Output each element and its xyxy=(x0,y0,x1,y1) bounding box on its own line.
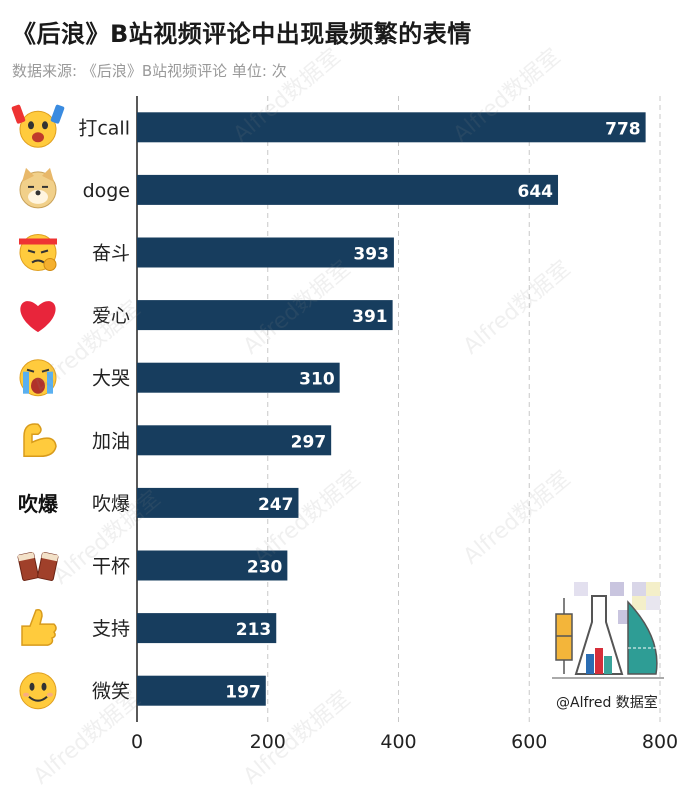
chuibao-emoji-text: 吹爆 xyxy=(18,492,59,516)
bar-value-label: 247 xyxy=(258,495,294,515)
bar-value-label: 778 xyxy=(605,119,641,139)
heart-emoji-icon xyxy=(20,301,56,333)
bar xyxy=(137,237,394,268)
category-label: 吹爆 xyxy=(92,493,130,515)
logo-text: @Alfred 数据室 xyxy=(556,695,658,711)
x-tick-label: 200 xyxy=(250,731,286,753)
chart-title: 《后浪》B站视频评论中出现最频繁的表情 xyxy=(12,20,472,48)
x-tick-label: 0 xyxy=(131,731,143,753)
bar xyxy=(137,487,299,518)
bar xyxy=(137,550,288,581)
category-label: 奋斗 xyxy=(92,243,130,265)
category-label: 加油 xyxy=(92,430,130,452)
bar xyxy=(137,362,340,393)
bar-value-label: 644 xyxy=(518,182,554,202)
x-tick-label: 800 xyxy=(642,731,678,753)
category-label: 打call xyxy=(78,117,130,139)
chart-subtitle: 数据来源: 《后浪》B站视频评论 单位: 次 xyxy=(12,62,287,80)
bar xyxy=(137,300,393,331)
category-label: 微笑 xyxy=(92,681,130,703)
chuibao-emoji-icon: 吹爆 xyxy=(18,492,59,516)
bar-value-label: 393 xyxy=(353,245,389,265)
bar xyxy=(137,174,559,205)
smile-emoji-icon xyxy=(19,672,57,710)
bar-value-label: 297 xyxy=(291,432,327,452)
label-layer: 778 打call 644 doge 393 奋斗 391 爱心 310 大哭 297 加油 247 吹爆… xyxy=(78,117,640,702)
bar-value-label: 197 xyxy=(225,683,261,703)
category-label: 爱心 xyxy=(92,305,130,327)
bar-value-label: 213 xyxy=(236,620,272,640)
bar xyxy=(137,675,266,706)
bar-value-label: 310 xyxy=(299,370,335,390)
fighting-emoji-icon xyxy=(19,234,57,271)
call-emoji-icon xyxy=(11,104,65,148)
x-tick-label: 600 xyxy=(511,731,547,753)
thumbs-up-emoji-icon xyxy=(21,608,57,646)
emoji-layer: 吹爆 xyxy=(11,104,65,710)
category-label: 支持 xyxy=(92,618,130,640)
cheers-emoji-icon xyxy=(17,551,59,581)
x-tick-label: 400 xyxy=(380,731,416,753)
flex-emoji-icon xyxy=(23,423,57,458)
bar xyxy=(137,613,277,644)
doge-emoji-icon xyxy=(19,167,57,209)
category-label: 干杯 xyxy=(92,556,130,578)
bar xyxy=(137,425,332,456)
alfred-logo xyxy=(552,582,664,679)
category-label: 大哭 xyxy=(92,368,130,390)
bar-value-label: 230 xyxy=(247,558,283,578)
bar-layer xyxy=(137,112,646,706)
category-label: doge xyxy=(83,180,130,202)
bar xyxy=(137,112,646,143)
tick-layer: 0 200 400 600 800 xyxy=(131,731,678,753)
crying-emoji-icon xyxy=(19,359,57,397)
bar-value-label: 391 xyxy=(352,307,388,327)
